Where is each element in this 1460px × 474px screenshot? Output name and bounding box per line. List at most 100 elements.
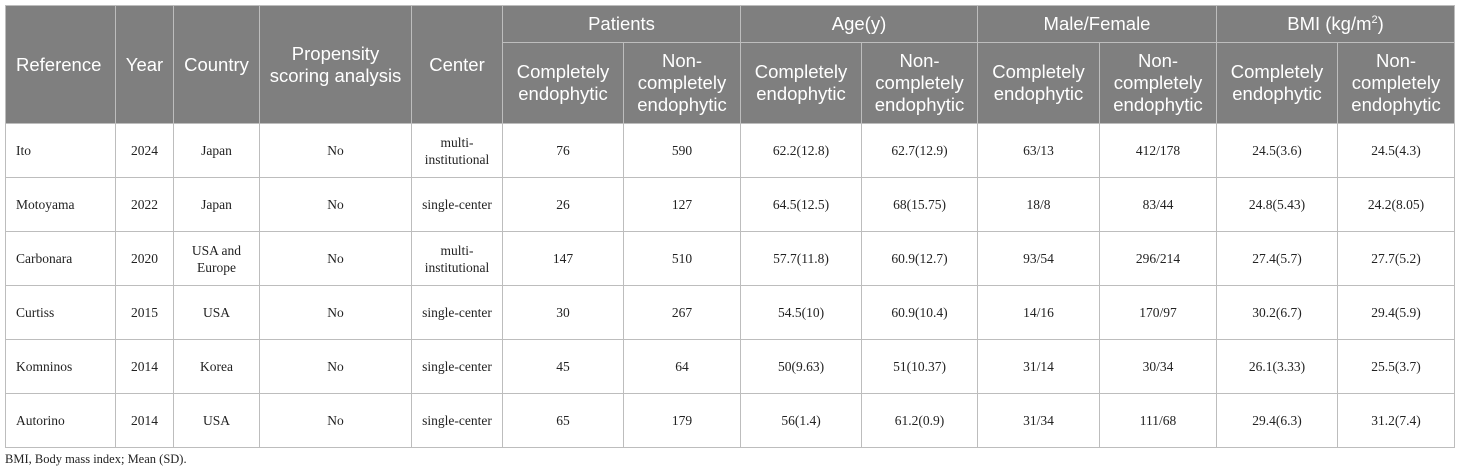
cell-bmi-non-completely: 24.2(8.05) bbox=[1337, 177, 1456, 232]
table-row: Motoyama 2022 Japan No single-center 26 … bbox=[5, 177, 1456, 232]
cell-age-completely: 62.2(12.8) bbox=[740, 123, 863, 178]
cell-propensity: No bbox=[259, 339, 412, 394]
table-row: Autorino 2014 USA No single-center 65 17… bbox=[5, 393, 1456, 448]
cell-country: Japan bbox=[173, 123, 260, 178]
cell-reference: Komninos bbox=[5, 339, 116, 394]
cell-year: 2015 bbox=[115, 285, 174, 340]
cell-bmi-non-completely: 31.2(7.4) bbox=[1337, 393, 1456, 448]
subheader-bmi-completely: Completely endophytic bbox=[1216, 42, 1339, 124]
cell-age-non-completely: 51(10.37) bbox=[861, 339, 979, 394]
table-row: Komninos 2014 Korea No single-center 45 … bbox=[5, 339, 1456, 394]
cell-year: 2014 bbox=[115, 339, 174, 394]
header-age: Age(y) bbox=[740, 5, 979, 43]
cell-age-completely: 57.7(11.8) bbox=[740, 231, 863, 286]
cell-patients-non-completely: 179 bbox=[622, 393, 742, 448]
cell-patients-non-completely: 267 bbox=[622, 285, 742, 340]
cell-bmi-completely: 30.2(6.7) bbox=[1216, 285, 1339, 340]
study-characteristics-table: Reference Year Country Propensity scorin… bbox=[5, 5, 1456, 448]
cell-bmi-completely: 24.8(5.43) bbox=[1216, 177, 1339, 232]
cell-mf-completely: 18/8 bbox=[977, 177, 1101, 232]
header-male-female: Male/Female bbox=[977, 5, 1218, 43]
cell-bmi-completely: 26.1(3.33) bbox=[1216, 339, 1339, 394]
cell-center: multi-institutional bbox=[411, 123, 503, 178]
cell-mf-completely: 31/34 bbox=[977, 393, 1101, 448]
cell-year: 2024 bbox=[115, 123, 174, 178]
cell-country: Korea bbox=[173, 339, 260, 394]
cell-year: 2022 bbox=[115, 177, 174, 232]
cell-bmi-non-completely: 27.7(5.2) bbox=[1337, 231, 1456, 286]
cell-mf-completely: 31/14 bbox=[977, 339, 1101, 394]
header-bmi-sup: 2 bbox=[1371, 13, 1378, 26]
table-row: Carbonara 2020 USA and Europe No multi-i… bbox=[5, 231, 1456, 286]
header-year: Year bbox=[115, 5, 174, 124]
cell-patients-completely: 65 bbox=[502, 393, 624, 448]
cell-age-non-completely: 60.9(10.4) bbox=[861, 285, 979, 340]
subheader-patients-non-completely: Non-completely endophytic bbox=[622, 42, 742, 124]
cell-year: 2020 bbox=[115, 231, 174, 286]
cell-patients-non-completely: 590 bbox=[622, 123, 742, 178]
cell-mf-non-completely: 412/178 bbox=[1099, 123, 1218, 178]
cell-center: single-center bbox=[411, 339, 503, 394]
cell-bmi-non-completely: 25.5(3.7) bbox=[1337, 339, 1456, 394]
cell-age-completely: 50(9.63) bbox=[740, 339, 863, 394]
cell-age-non-completely: 61.2(0.9) bbox=[861, 393, 979, 448]
cell-propensity: No bbox=[259, 231, 412, 286]
cell-country: USA and Europe bbox=[173, 231, 260, 286]
cell-year: 2014 bbox=[115, 393, 174, 448]
subheader-age-completely: Completely endophytic bbox=[740, 42, 863, 124]
cell-reference: Curtiss bbox=[5, 285, 116, 340]
cell-propensity: No bbox=[259, 123, 412, 178]
cell-country: USA bbox=[173, 285, 260, 340]
cell-age-completely: 56(1.4) bbox=[740, 393, 863, 448]
cell-bmi-completely: 29.4(6.3) bbox=[1216, 393, 1339, 448]
subheader-mf-non-completely: Non-completely endophytic bbox=[1099, 42, 1218, 124]
cell-patients-non-completely: 64 bbox=[622, 339, 742, 394]
cell-country: Japan bbox=[173, 177, 260, 232]
subheader-mf-completely: Completely endophytic bbox=[977, 42, 1101, 124]
cell-patients-non-completely: 510 bbox=[622, 231, 742, 286]
cell-reference: Autorino bbox=[5, 393, 116, 448]
header-patients: Patients bbox=[501, 5, 742, 43]
cell-age-non-completely: 60.9(12.7) bbox=[861, 231, 979, 286]
cell-reference: Ito bbox=[5, 123, 116, 178]
header-bmi-suffix: ) bbox=[1377, 13, 1384, 34]
cell-mf-completely: 63/13 bbox=[977, 123, 1101, 178]
header-reference: Reference bbox=[5, 5, 116, 124]
cell-propensity: No bbox=[259, 393, 412, 448]
cell-patients-completely: 45 bbox=[502, 339, 624, 394]
cell-bmi-completely: 24.5(3.6) bbox=[1216, 123, 1339, 178]
cell-reference: Motoyama bbox=[5, 177, 116, 232]
cell-reference: Carbonara bbox=[5, 231, 116, 286]
cell-age-completely: 54.5(10) bbox=[740, 285, 863, 340]
cell-age-non-completely: 62.7(12.9) bbox=[861, 123, 979, 178]
cell-patients-completely: 147 bbox=[502, 231, 624, 286]
cell-age-non-completely: 68(15.75) bbox=[861, 177, 979, 232]
cell-mf-non-completely: 30/34 bbox=[1099, 339, 1218, 394]
cell-center: single-center bbox=[411, 393, 503, 448]
cell-center: single-center bbox=[411, 177, 503, 232]
header-bmi-prefix: BMI (kg/m bbox=[1287, 13, 1372, 34]
cell-patients-completely: 26 bbox=[502, 177, 624, 232]
cell-mf-completely: 93/54 bbox=[977, 231, 1101, 286]
table-row: Ito 2024 Japan No multi-institutional 76… bbox=[5, 123, 1456, 178]
subheader-bmi-non-completely: Non-completely endophytic bbox=[1337, 42, 1456, 124]
subheader-age-non-completely: Non-completely endophytic bbox=[861, 42, 979, 124]
table-footnote: BMI, Body mass index; Mean (SD). bbox=[5, 452, 187, 466]
cell-bmi-non-completely: 29.4(5.9) bbox=[1337, 285, 1456, 340]
cell-country: USA bbox=[173, 393, 260, 448]
cell-mf-completely: 14/16 bbox=[977, 285, 1101, 340]
cell-bmi-non-completely: 24.5(4.3) bbox=[1337, 123, 1456, 178]
cell-mf-non-completely: 83/44 bbox=[1099, 177, 1218, 232]
table-row: Curtiss 2015 USA No single-center 30 267… bbox=[5, 285, 1456, 340]
cell-center: single-center bbox=[411, 285, 503, 340]
header-country: Country bbox=[173, 5, 260, 124]
subheader-patients-completely: Completely endophytic bbox=[502, 42, 624, 124]
header-propensity: Propensity scoring analysis bbox=[259, 5, 412, 124]
cell-age-completely: 64.5(12.5) bbox=[740, 177, 863, 232]
cell-propensity: No bbox=[259, 177, 412, 232]
cell-center: multi-institutional bbox=[411, 231, 503, 286]
cell-patients-completely: 30 bbox=[502, 285, 624, 340]
cell-propensity: No bbox=[259, 285, 412, 340]
cell-mf-non-completely: 170/97 bbox=[1099, 285, 1218, 340]
cell-mf-non-completely: 296/214 bbox=[1099, 231, 1218, 286]
